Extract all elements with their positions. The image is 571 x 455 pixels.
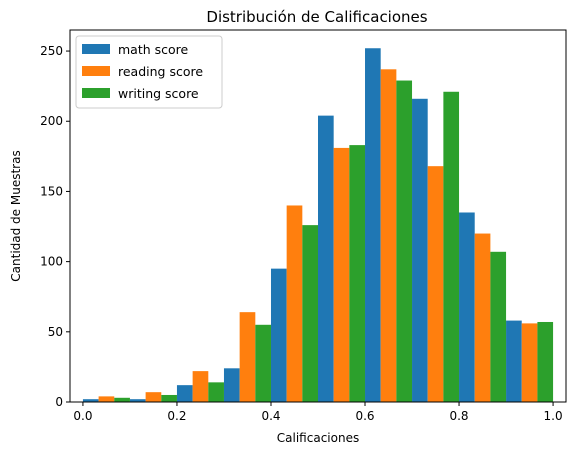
plot-frame [69, 29, 567, 403]
bar-math-score-1 [129, 399, 146, 402]
x-tick-label: 0.8 [449, 409, 468, 423]
y-tick-label: 100 [40, 255, 63, 269]
y-tick-label: 0 [55, 395, 63, 409]
chart-title: Distribución de Calificaciones [206, 8, 427, 26]
legend-label: reading score [118, 64, 203, 79]
bar-writing-score-9 [537, 321, 554, 402]
legend-swatch-writing-score [82, 88, 110, 98]
legend: math score reading score writing score [75, 35, 223, 109]
bar-math-score-4 [270, 268, 287, 402]
bar-writing-score-4 [302, 225, 318, 402]
bar-math-score-0 [82, 399, 99, 402]
bar-writing-score-7 [443, 91, 460, 402]
legend-swatch-math-score [82, 44, 110, 54]
y-tick-label: 200 [40, 114, 63, 128]
y-axis-label: Cantidad de Muestras [9, 150, 23, 281]
legend-label: math score [118, 42, 189, 57]
bar-writing-score-6 [396, 80, 413, 402]
y-tick-label: 150 [40, 184, 63, 198]
bar-math-score-8 [459, 212, 475, 402]
bar-math-score-7 [412, 98, 428, 402]
bar-reading-score-8 [474, 233, 491, 402]
bar-reading-score-9 [521, 323, 538, 402]
x-axis-ticks: 0.0 0.2 0.4 0.6 0.8 1.0 [73, 402, 563, 423]
bar-reading-score-0 [98, 396, 115, 402]
bar-writing-score-1 [161, 394, 177, 402]
bar-math-score-3 [223, 368, 240, 402]
bar-reading-score-7 [427, 166, 444, 402]
y-axis-ticks: 0 50 100 150 200 250 [40, 44, 70, 409]
x-tick-label: 0.4 [261, 409, 280, 423]
bar-reading-score-1 [145, 392, 162, 402]
legend-swatch-reading-score [82, 66, 110, 76]
x-tick-label: 1.0 [544, 409, 563, 423]
x-tick-label: 0.2 [167, 409, 186, 423]
plot-bars [82, 48, 554, 403]
y-tick-label: 250 [40, 44, 63, 58]
bar-writing-score-0 [114, 397, 130, 402]
bar-math-score-6 [365, 48, 381, 403]
bar-reading-score-2 [192, 371, 209, 402]
y-tick-label: 50 [48, 325, 63, 339]
bar-math-score-5 [318, 115, 334, 402]
bar-reading-score-6 [380, 69, 397, 402]
bar-writing-score-3 [255, 324, 271, 402]
x-tick-label: 0.0 [73, 409, 92, 423]
bar-reading-score-3 [239, 312, 256, 402]
legend-box [75, 35, 223, 109]
bar-writing-score-2 [208, 382, 224, 402]
bar-reading-score-4 [286, 205, 303, 402]
x-tick-label: 0.6 [355, 409, 374, 423]
legend-label: writing score [118, 86, 199, 101]
bar-math-score-2 [176, 385, 193, 402]
x-axis-label: Calificaciones [277, 431, 359, 445]
bar-writing-score-8 [490, 251, 507, 402]
bar-math-score-9 [506, 320, 522, 402]
bar-writing-score-5 [349, 145, 366, 402]
bar-reading-score-5 [333, 147, 350, 402]
